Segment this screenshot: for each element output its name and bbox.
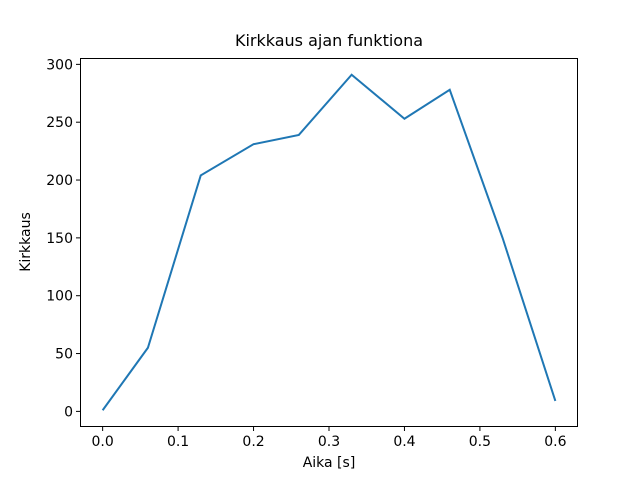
y-tick-label: 0 xyxy=(64,404,73,420)
y-tick-label: 50 xyxy=(55,347,73,363)
x-axis-label: Aika [s] xyxy=(302,455,356,471)
y-tick-label: 150 xyxy=(46,231,73,247)
x-tick-label: 0.5 xyxy=(469,434,491,450)
axes-spines xyxy=(80,58,578,427)
x-tick-label: 0.6 xyxy=(544,434,566,450)
x-tick-label: 0.4 xyxy=(393,434,415,450)
y-tick-label: 100 xyxy=(46,289,73,305)
x-tick-label: 0.3 xyxy=(318,434,340,450)
x-tick-label: 0.2 xyxy=(242,434,264,450)
data-line-series xyxy=(101,73,557,411)
x-tick-label: 0.1 xyxy=(167,434,189,450)
y-tick-label: 250 xyxy=(46,115,73,131)
y-tick-label: 300 xyxy=(46,57,73,73)
chart-title: Kirkkaus ajan funktiona xyxy=(234,31,424,50)
x-tick-label: 0.0 xyxy=(92,434,114,450)
y-tick-label: 200 xyxy=(46,173,73,189)
